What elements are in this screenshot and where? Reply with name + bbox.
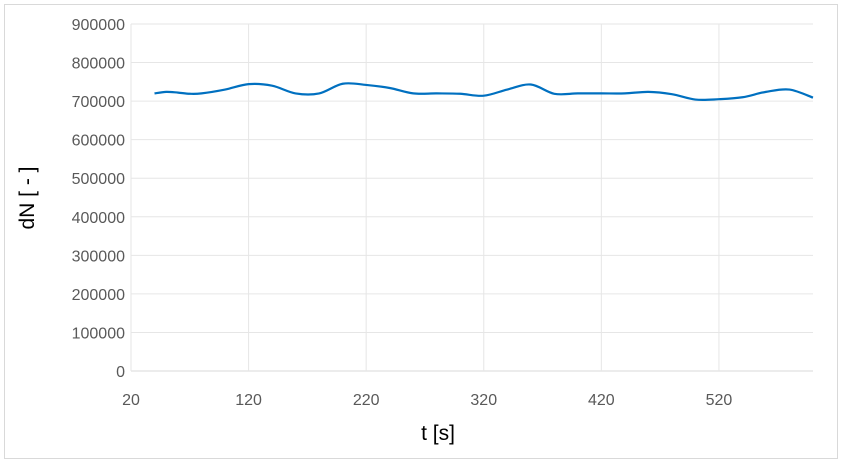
x-tick-label: 320 bbox=[470, 392, 497, 409]
y-tick-label: 0 bbox=[116, 364, 125, 381]
y-tick-label: 300000 bbox=[72, 248, 125, 265]
x-tick-label: 420 bbox=[588, 392, 615, 409]
series-lines bbox=[154, 82, 814, 102]
y-axis-label: dN [ - ] bbox=[16, 166, 39, 229]
x-axis-label: t [s] bbox=[421, 422, 455, 445]
y-tick-label: 500000 bbox=[72, 171, 125, 188]
y-tick-label: 600000 bbox=[72, 133, 125, 150]
x-tick-label: 220 bbox=[353, 392, 380, 409]
y-tick-label: 400000 bbox=[72, 210, 125, 227]
x-tick-label: 20 bbox=[122, 392, 140, 409]
y-tick-label: 900000 bbox=[72, 17, 125, 34]
y-tick-labels: 0 100000 200000 300000 400000 500000 600000 700… bbox=[72, 17, 125, 381]
series-line bbox=[154, 82, 814, 102]
x-tick-label: 520 bbox=[706, 392, 733, 409]
chart-frame bbox=[4, 4, 838, 459]
y-tick-label: 800000 bbox=[72, 56, 125, 73]
y-tick-label: 700000 bbox=[72, 94, 125, 111]
y-tick-label: 100000 bbox=[72, 325, 125, 342]
x-tick-labels: 20 120 220 320 420 520 bbox=[122, 392, 732, 409]
y-tick-label: 200000 bbox=[72, 287, 125, 304]
grid bbox=[130, 23, 813, 372]
x-tick-label: 120 bbox=[235, 392, 262, 409]
